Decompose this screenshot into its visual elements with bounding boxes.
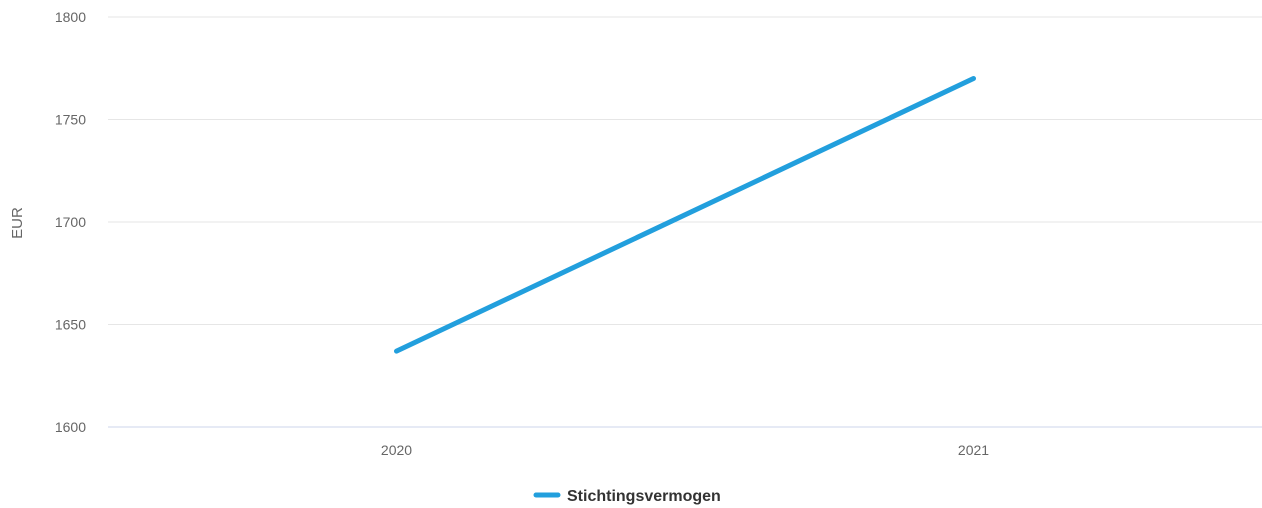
x-tick-label: 2021	[958, 442, 989, 458]
series-layer	[394, 76, 976, 354]
y-tick-label: 1600	[55, 419, 86, 435]
y-tick-label: 1800	[55, 9, 86, 25]
x-tick-label: 2020	[381, 442, 412, 458]
x-axis-ticks: 2020 2021	[381, 442, 989, 458]
y-axis-label: EUR	[9, 207, 26, 239]
legend[interactable]: Stichtingsvermogen	[533, 488, 721, 505]
y-tick-label: 1750	[55, 112, 86, 128]
gridlines	[108, 16, 1262, 428]
series-line[interactable]	[394, 76, 976, 354]
y-tick-label: 1700	[55, 214, 86, 230]
y-tick-label: 1650	[55, 317, 86, 333]
y-axis-ticks: 1600 1650 1700 1750 1800	[55, 9, 86, 435]
legend-item-label[interactable]: Stichtingsvermogen	[567, 488, 721, 505]
